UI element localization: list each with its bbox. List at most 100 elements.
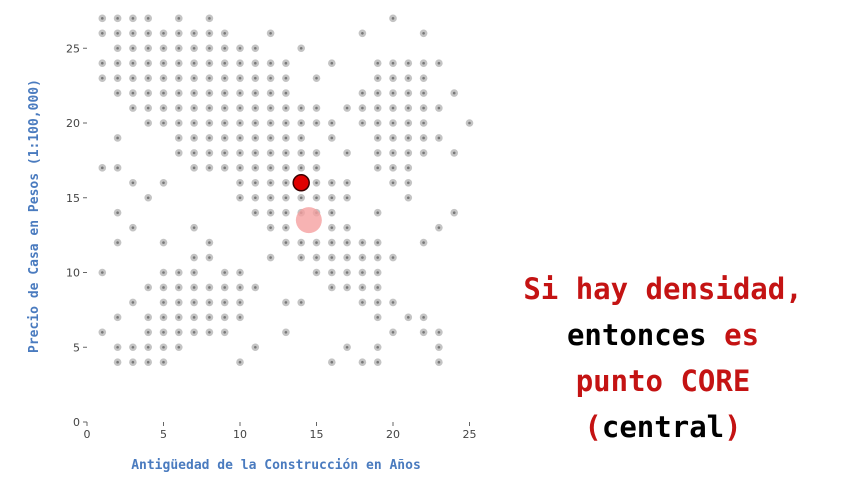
data-point [190, 29, 198, 38]
data-point [205, 44, 214, 53]
data-point-center [407, 151, 410, 155]
data-point [205, 328, 214, 337]
data-point [389, 14, 397, 23]
data-point [175, 89, 183, 97]
data-point-center [391, 91, 395, 95]
data-point-center [162, 106, 165, 110]
data-point [220, 328, 229, 337]
data-point-center [131, 360, 135, 364]
data-point-center [422, 91, 425, 95]
data-point-center [223, 166, 226, 170]
data-point [113, 208, 122, 217]
data-point-center [223, 46, 226, 50]
data-point-center [223, 331, 226, 334]
data-point [205, 104, 214, 112]
data-point-center [208, 76, 211, 80]
data-point-center [208, 91, 211, 95]
data-point [190, 104, 198, 112]
data-point-center [376, 76, 380, 80]
axes: 0 5 10 15 20 25 0 5 10 15 20 25 [66, 42, 477, 441]
data-point-center [208, 316, 211, 319]
data-point-center [177, 316, 181, 319]
data-point [236, 119, 244, 127]
data-point [389, 253, 397, 262]
data-point-center [422, 61, 425, 65]
data-point [266, 29, 275, 38]
data-point-center [177, 136, 181, 140]
data-point-center [223, 151, 226, 155]
data-point-center [162, 360, 165, 364]
data-point-center [269, 166, 272, 170]
data-point [236, 298, 244, 307]
data-point-center [131, 91, 135, 95]
data-point [389, 104, 397, 112]
data-point [358, 358, 367, 367]
data-point [205, 14, 214, 23]
data-point [373, 253, 382, 262]
data-point [144, 343, 152, 352]
data-point [113, 134, 122, 142]
data-point [373, 104, 382, 112]
y-tick-label: 5 [73, 341, 80, 354]
data-point [404, 59, 413, 67]
data-point [159, 179, 168, 187]
data-point [328, 134, 336, 142]
data-point-center [101, 271, 104, 274]
data-point-center [192, 166, 196, 170]
data-point [358, 29, 367, 38]
data-point [373, 164, 382, 172]
data-point-center [422, 331, 425, 334]
data-point [98, 74, 107, 82]
data-point-center [437, 345, 441, 349]
data-point [175, 313, 183, 322]
data-point-center [192, 331, 196, 334]
data-point [175, 343, 183, 352]
data-point [236, 313, 244, 322]
data-point [389, 74, 397, 82]
data-point [435, 358, 443, 367]
data-point-center [146, 106, 150, 110]
data-point [389, 149, 397, 157]
data-point-center [146, 286, 150, 289]
data-point [312, 149, 321, 157]
data-point [236, 89, 244, 97]
data-point-center [407, 91, 410, 95]
data-point-center [162, 286, 165, 289]
data-point-center [162, 76, 165, 80]
y-tick-label: 20 [66, 117, 80, 130]
data-point [190, 89, 198, 97]
data-point-center [223, 271, 226, 274]
data-point [343, 193, 351, 202]
data-point-center [376, 256, 380, 259]
data-point-center [131, 301, 135, 304]
data-point [144, 193, 152, 202]
data-point [175, 134, 183, 142]
data-point [266, 223, 275, 232]
data-point [358, 298, 367, 307]
data-point [98, 59, 107, 67]
data-point-center [192, 286, 196, 289]
data-point-center [116, 61, 119, 65]
caption-is-text: es [724, 318, 760, 352]
data-point [113, 89, 122, 97]
data-point-center [116, 211, 119, 214]
data-point-center [361, 241, 364, 244]
data-point-center [376, 151, 380, 155]
data-point-center [361, 91, 364, 95]
data-point [282, 134, 290, 142]
data-point [175, 283, 183, 292]
data-point [113, 44, 122, 53]
data-point-center [238, 286, 242, 289]
data-point-center [376, 345, 380, 349]
data-point [404, 179, 413, 187]
data-point-center [146, 121, 150, 125]
data-point-center [177, 301, 181, 304]
data-point [389, 134, 397, 142]
data-point-center [315, 181, 318, 185]
data-point [129, 223, 137, 232]
data-point-center [330, 121, 334, 125]
x-tick-label: 5 [160, 428, 167, 441]
data-point [251, 149, 260, 157]
data-point [328, 238, 336, 247]
data-point-center [315, 271, 318, 274]
